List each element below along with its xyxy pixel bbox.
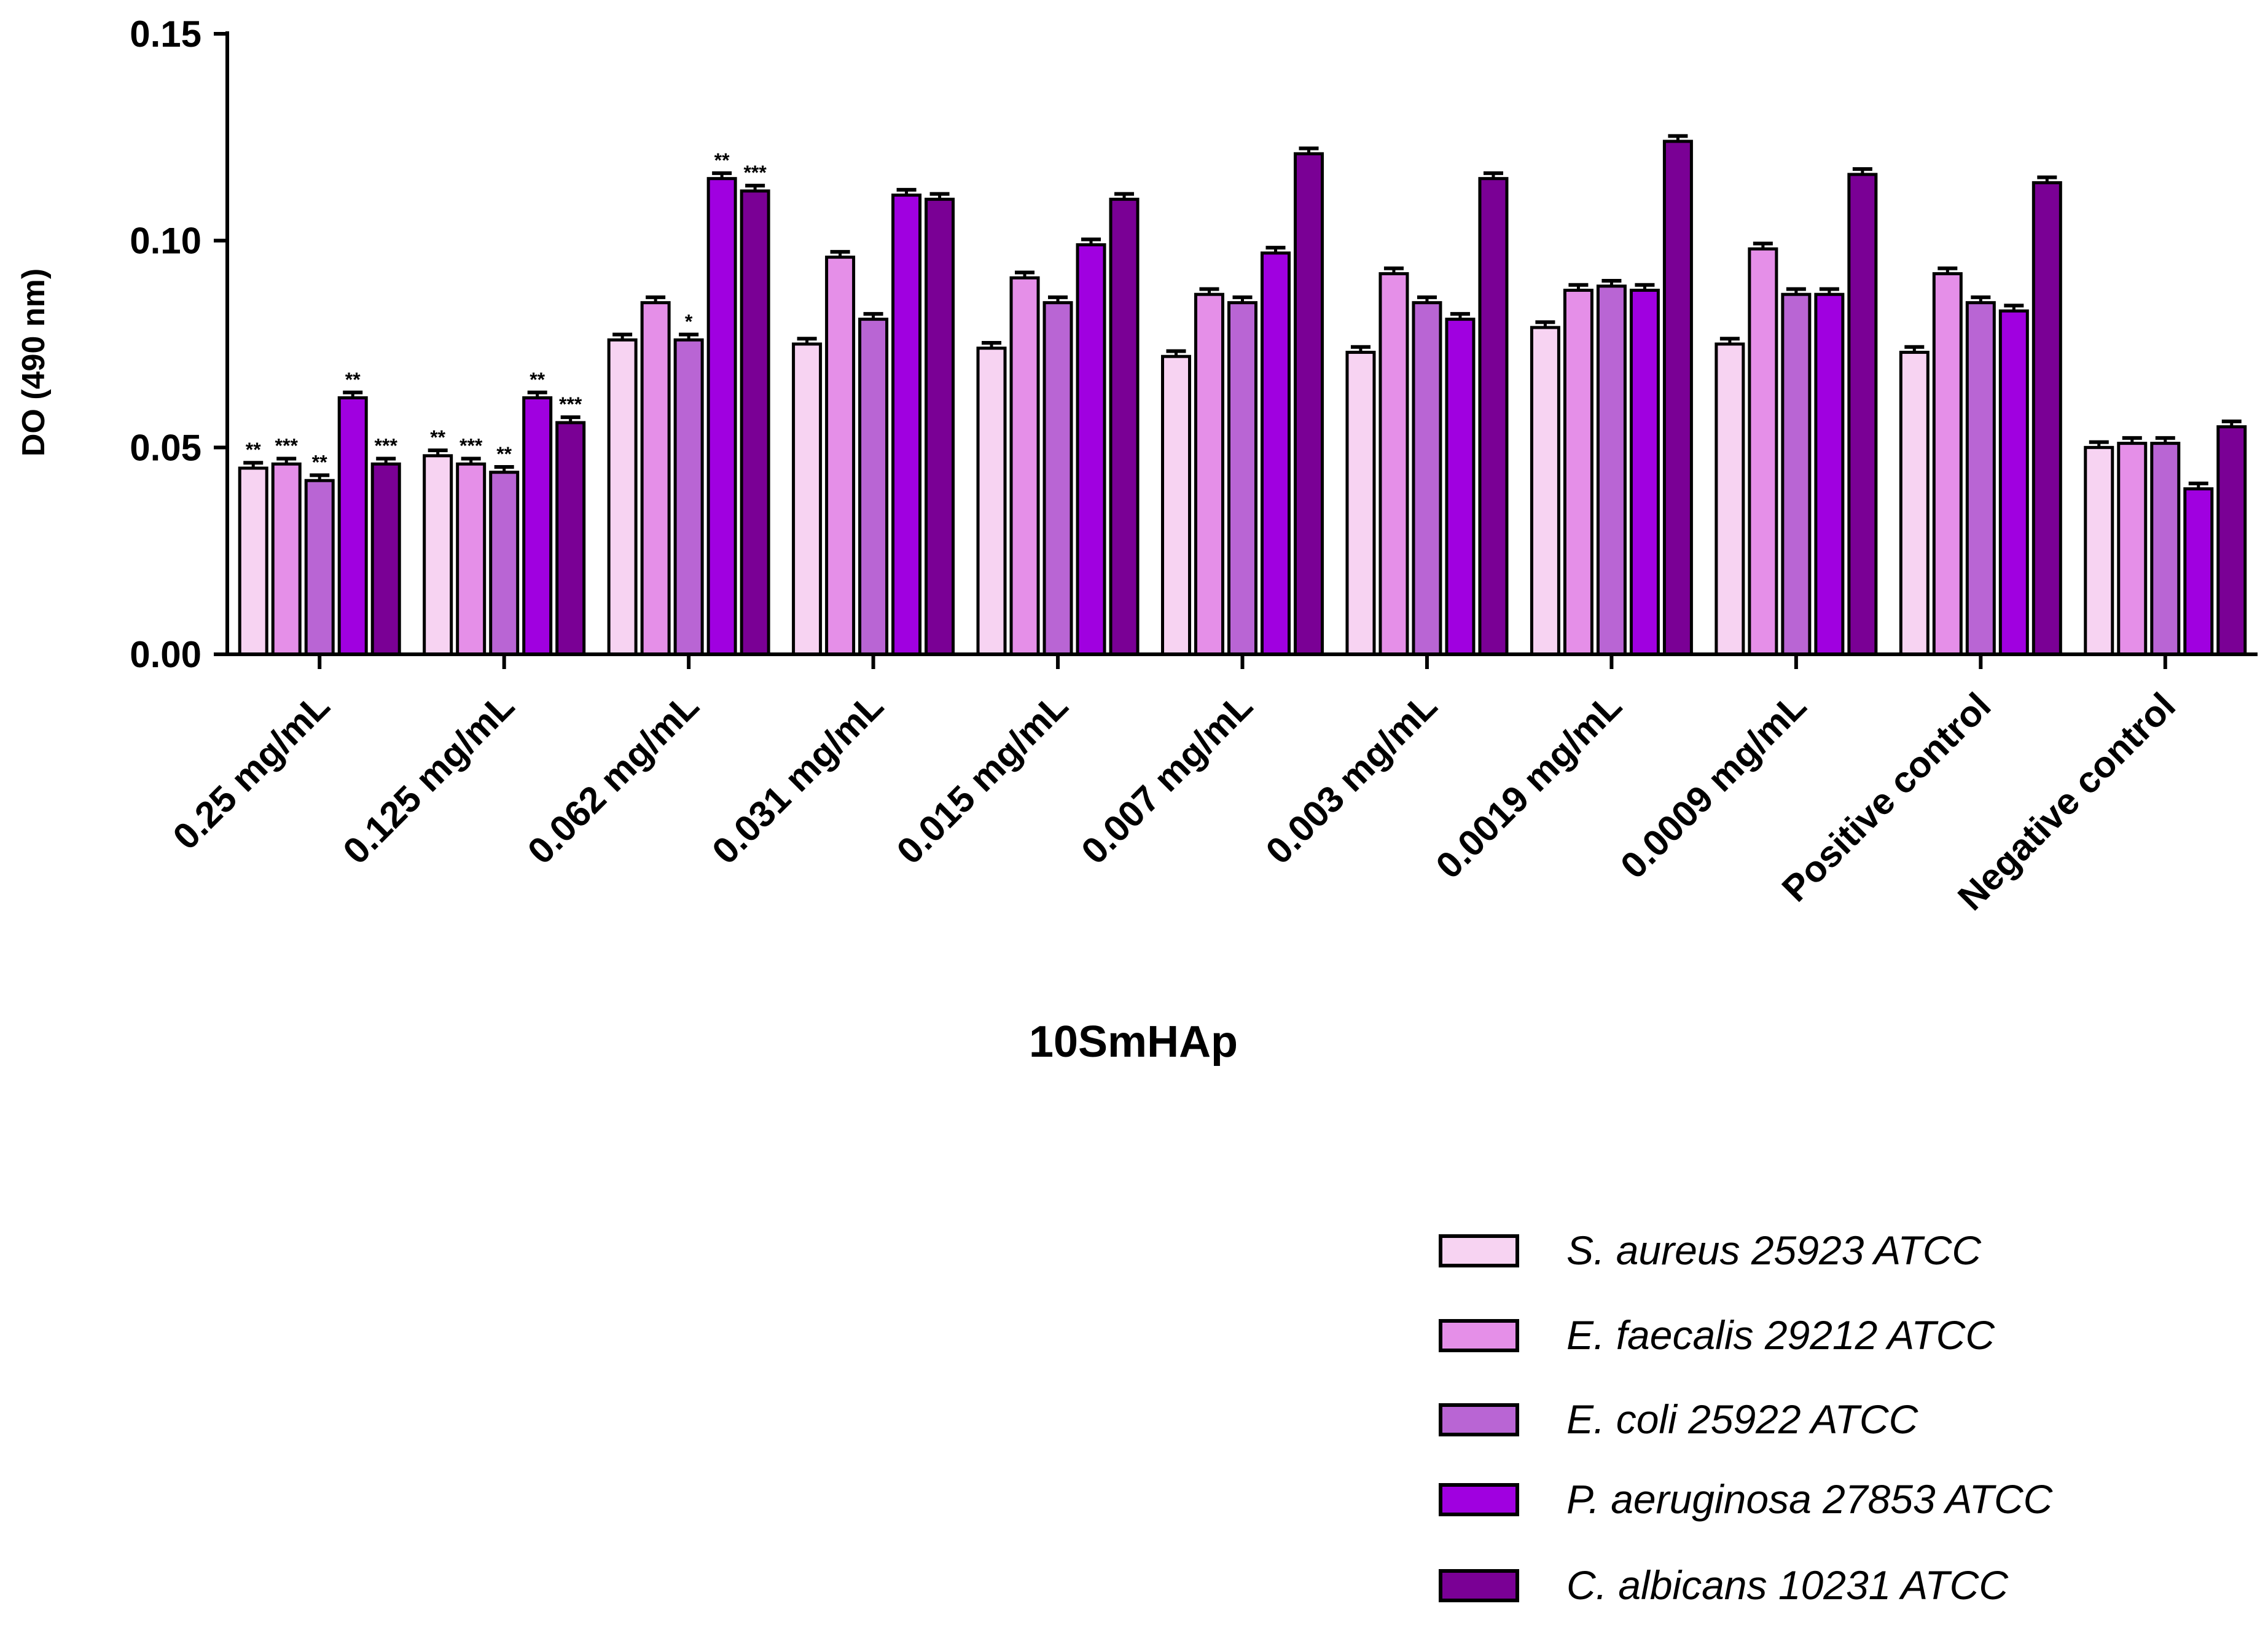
bar [2150, 442, 2181, 656]
significance-label: * [685, 311, 693, 333]
x-tick-label: 0.007 mg/mL [1073, 685, 1260, 872]
significance-label: ** [496, 443, 512, 465]
bar [1563, 288, 1593, 656]
bar [1965, 301, 1996, 656]
x-tick-label: 0.125 mg/mL [335, 685, 522, 872]
y-axis-title: DO (490 nm) [16, 268, 52, 456]
significance-label: ** [312, 451, 327, 473]
bar [891, 194, 922, 656]
significance-label: *** [275, 435, 299, 457]
x-tick-label: 0.062 mg/mL [520, 685, 706, 872]
x-tick-label: 0.003 mg/mL [1258, 685, 1445, 872]
bar [1530, 326, 1560, 656]
bar [2183, 487, 2214, 656]
bar [1847, 173, 1878, 656]
legend-label: E. coli 25922 ATCC [1566, 1396, 1919, 1442]
x-tick-label: 0.031 mg/mL [704, 685, 891, 872]
bar [792, 342, 823, 656]
significance-label: ** [345, 369, 361, 391]
y-tick-label: 0.15 [130, 14, 201, 55]
bar [1109, 197, 1140, 656]
significance-label: ** [246, 439, 261, 461]
legend-swatch [1439, 1403, 1519, 1436]
bar [1445, 318, 1476, 656]
bar [1814, 292, 1845, 656]
bar [1748, 247, 1778, 656]
plot-area: ** ********** ** *** ************* [238, 134, 2247, 656]
bar [1194, 292, 1224, 656]
bar [2117, 442, 2148, 656]
bar [640, 301, 671, 656]
bar [607, 338, 638, 656]
x-axis-title: 10SmHAp [1029, 1017, 1238, 1067]
bar [1478, 177, 1509, 656]
bar [1662, 139, 1693, 656]
bar [1161, 354, 1191, 656]
legend: S. aureus 25923 ATCC E. faecalis 29212 AT… [1439, 1228, 2054, 1608]
significance-label: *** [559, 393, 582, 415]
x-tick-label: 0.25 mg/mL [165, 685, 338, 858]
bar [706, 177, 737, 656]
bar [1227, 301, 1257, 656]
legend-label: C. albicans 10231 ATCC [1566, 1562, 2009, 1608]
legend-swatch [1439, 1569, 1519, 1602]
bar [1899, 350, 1930, 656]
bar [423, 454, 453, 656]
bar [673, 338, 704, 656]
bar [271, 462, 302, 656]
bar [1629, 288, 1660, 656]
bar [238, 466, 268, 656]
bar [1076, 243, 1106, 656]
significance-label: ** [530, 369, 545, 391]
x-tick-label: 0.0009 mg/mL [1613, 685, 1814, 887]
bar [2084, 445, 2114, 656]
significance-label: ** [714, 149, 730, 171]
x-tick-label: 0.0019 mg/mL [1428, 685, 1630, 887]
bar [337, 396, 368, 656]
bar [825, 256, 856, 656]
significance-label: *** [459, 435, 483, 457]
bar [522, 396, 553, 656]
bar [1378, 272, 1409, 656]
y-tick-label: 0.05 [130, 427, 201, 468]
bar [2216, 425, 2247, 656]
bar [1261, 251, 1291, 656]
bar [304, 479, 335, 656]
significance-label: *** [743, 162, 767, 184]
bar [1412, 301, 1442, 656]
bar [2031, 181, 2062, 656]
bar [370, 462, 401, 656]
legend-swatch [1439, 1319, 1519, 1352]
x-tick-label: 0.015 mg/mL [889, 685, 1076, 872]
bar [1042, 301, 1073, 656]
legend-label: P. aeruginosa 27853 ATCC [1566, 1476, 2054, 1522]
bar [858, 318, 889, 656]
bar [925, 197, 955, 656]
legend-label: E. faecalis 29212 ATCC [1566, 1312, 1995, 1358]
bar [1009, 276, 1040, 656]
legend-label: S. aureus 25923 ATCC [1566, 1228, 1982, 1273]
significance-label: *** [375, 435, 398, 457]
significance-label: ** [430, 426, 445, 448]
bar [976, 347, 1007, 656]
bar [740, 189, 770, 656]
bar [489, 471, 520, 656]
legend-swatch [1439, 1234, 1519, 1267]
bar [1294, 152, 1324, 656]
bar [1596, 284, 1627, 656]
bar [456, 462, 487, 656]
y-tick-label: 0.00 [130, 634, 201, 675]
y-tick-label: 0.10 [130, 221, 201, 262]
bar [555, 421, 586, 656]
bar [1715, 342, 1745, 656]
bar [1345, 350, 1376, 656]
bar [1932, 272, 1963, 656]
bar [1781, 292, 1812, 656]
legend-swatch [1439, 1483, 1519, 1516]
bar [1998, 309, 2029, 656]
